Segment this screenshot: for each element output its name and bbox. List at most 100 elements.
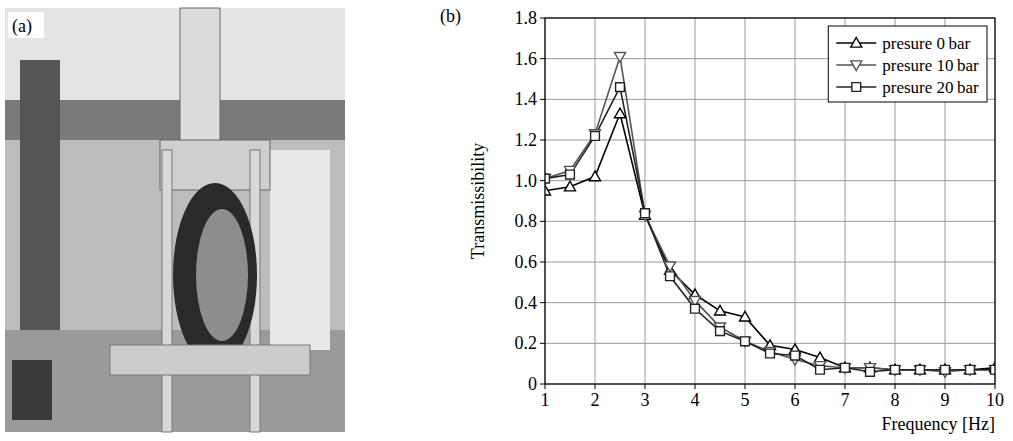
marker bbox=[841, 363, 850, 372]
tick-label: 6 bbox=[791, 390, 800, 410]
tick-label: 7 bbox=[841, 390, 850, 410]
plot-frame bbox=[545, 18, 995, 384]
tick-label: 4 bbox=[691, 390, 700, 410]
tick-label: 0 bbox=[528, 374, 537, 394]
legend-box bbox=[828, 26, 987, 102]
marker bbox=[565, 181, 576, 191]
tick bbox=[745, 384, 746, 389]
marker bbox=[816, 365, 825, 374]
legend-marker bbox=[851, 61, 862, 71]
photo-rim bbox=[196, 209, 248, 341]
photo-floor bbox=[5, 330, 345, 432]
grid bbox=[545, 18, 995, 384]
grid-line bbox=[795, 18, 796, 384]
marker bbox=[965, 366, 976, 376]
marker bbox=[791, 351, 800, 360]
grid-line bbox=[545, 302, 995, 303]
tick-label: 0.8 bbox=[515, 211, 538, 231]
series-line bbox=[545, 87, 995, 372]
photo-jar bbox=[12, 360, 52, 420]
marker bbox=[915, 366, 926, 376]
tick bbox=[540, 58, 545, 59]
tick-label: 8 bbox=[891, 390, 900, 410]
marker bbox=[566, 170, 575, 179]
marker bbox=[641, 209, 650, 218]
tick bbox=[645, 384, 646, 389]
tick-label: 0.2 bbox=[515, 333, 538, 353]
photo-rig bbox=[162, 150, 172, 432]
marker bbox=[640, 210, 651, 220]
tick bbox=[540, 384, 545, 385]
marker bbox=[616, 83, 625, 92]
tick bbox=[895, 384, 896, 389]
tick-label: 5 bbox=[741, 390, 750, 410]
legend-marker bbox=[852, 83, 861, 92]
marker bbox=[666, 272, 675, 281]
marker bbox=[940, 364, 951, 374]
marker bbox=[545, 174, 549, 183]
tick bbox=[695, 384, 696, 389]
marker bbox=[941, 365, 950, 374]
marker bbox=[691, 304, 700, 313]
marker bbox=[591, 132, 600, 141]
panel-label: (a) bbox=[12, 16, 32, 37]
tick-label: 1.4 bbox=[515, 89, 538, 109]
marker bbox=[766, 349, 775, 358]
panel-label-patch bbox=[8, 12, 44, 38]
tick-label: 0.6 bbox=[515, 252, 538, 272]
legend-marker bbox=[851, 38, 862, 48]
tick-label: 2 bbox=[591, 390, 600, 410]
photo-tire bbox=[173, 183, 257, 367]
grid-line bbox=[695, 18, 696, 384]
marker bbox=[916, 365, 925, 374]
series-line bbox=[545, 57, 995, 372]
marker bbox=[545, 185, 551, 195]
x-axis-title: Frequency [Hz] bbox=[882, 414, 995, 434]
tick-label: 9 bbox=[941, 390, 950, 410]
grid-line bbox=[745, 18, 746, 384]
marker bbox=[740, 311, 751, 321]
grid-line bbox=[545, 180, 995, 181]
photo-base bbox=[110, 345, 310, 375]
marker bbox=[890, 366, 901, 376]
tick-label: 10 bbox=[986, 390, 1004, 410]
tick bbox=[540, 140, 545, 141]
marker bbox=[840, 362, 851, 372]
grid-line bbox=[545, 262, 995, 263]
tick bbox=[540, 99, 545, 100]
legend-label: presure 10 bar bbox=[882, 56, 979, 75]
marker bbox=[815, 352, 826, 362]
marker bbox=[716, 327, 725, 336]
photo-column bbox=[180, 8, 220, 158]
marker bbox=[840, 364, 851, 374]
chart-panel: 00.20.40.60.81.01.21.41.61.812345678910F… bbox=[440, 6, 1004, 434]
tick-label: 0.4 bbox=[515, 293, 538, 313]
marker bbox=[990, 366, 996, 376]
tick-label: 1.6 bbox=[515, 49, 538, 69]
tick bbox=[995, 384, 996, 389]
tick-label: 3 bbox=[641, 390, 650, 410]
grid-line bbox=[545, 140, 995, 141]
marker bbox=[590, 171, 601, 181]
plot-area bbox=[545, 18, 995, 384]
marker bbox=[615, 53, 626, 63]
tick bbox=[540, 262, 545, 263]
tick bbox=[540, 343, 545, 344]
panel-label: (b) bbox=[440, 6, 461, 27]
tick bbox=[540, 302, 545, 303]
tick bbox=[540, 221, 545, 222]
marker bbox=[590, 130, 601, 140]
legend-label: presure 0 bar bbox=[882, 34, 970, 53]
marker bbox=[915, 364, 926, 374]
marker bbox=[715, 305, 726, 315]
marker bbox=[665, 262, 676, 272]
marker bbox=[991, 365, 995, 374]
photo-machine bbox=[270, 150, 330, 350]
marker bbox=[615, 108, 626, 118]
grid-line bbox=[645, 18, 646, 384]
tick bbox=[945, 384, 946, 389]
tick bbox=[540, 18, 545, 19]
marker bbox=[891, 365, 900, 374]
marker bbox=[966, 365, 975, 374]
marker bbox=[866, 367, 875, 376]
